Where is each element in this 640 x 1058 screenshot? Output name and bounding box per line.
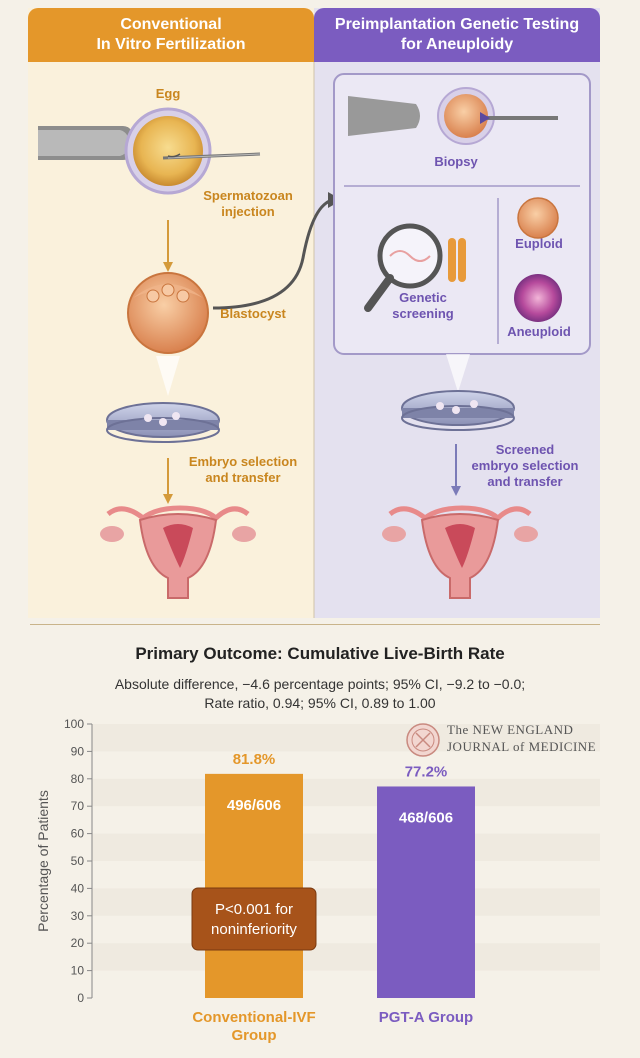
aneuploid-embryo — [514, 274, 562, 322]
journal-logo: The NEW ENGLAND JOURNAL of MEDICINE — [405, 720, 635, 760]
bar-value-label: 81.8% — [233, 751, 276, 768]
y-tick-label: 60 — [71, 827, 85, 841]
x-category-label: Group — [232, 1027, 277, 1044]
journal-seal-icon — [406, 723, 440, 757]
chart-band — [92, 888, 600, 916]
bar-chart: 0 10 20 30 40 50 60 70 80 90 100 Percentage of Pati… — [35, 717, 600, 1044]
y-tick-label: 100 — [64, 717, 84, 731]
y-tick-label: 80 — [71, 772, 85, 786]
right-panel-title: Preimplantation Genetic Testing for Aneu… — [334, 16, 580, 53]
y-tick-label: 50 — [71, 854, 85, 868]
x-category-label: PGT-A Group — [379, 1009, 473, 1026]
y-tick-label: 0 — [77, 991, 84, 1005]
left-panel-title: Conventional In Vitro Fertilization — [96, 16, 246, 53]
x-category-label: Conventional-IVF — [192, 1009, 315, 1026]
petri-dish-right — [401, 390, 515, 431]
y-axis-label: Percentage of Patients — [35, 790, 51, 932]
y-tick-label: 20 — [71, 936, 85, 950]
journal-name-line1: The NEW ENGLAND — [447, 722, 574, 737]
uterus-left — [100, 505, 256, 599]
chart-subtitle-line2: Rate ratio, 0.94; 95% CI, 0.89 to 1.00 — [204, 695, 436, 711]
journal-name-line2: JOURNAL of MEDICINE — [447, 739, 597, 754]
p-value-box — [191, 887, 317, 951]
chart-band — [92, 724, 600, 752]
ivf-comparison-diagram: Conventional In Vitro Fertilization Prei… — [28, 8, 600, 618]
magnifier-icon — [364, 223, 466, 312]
chart-band — [92, 943, 600, 971]
y-tick-label: 70 — [71, 799, 85, 813]
label-spermatozoan: Spermatozoan injection — [203, 188, 293, 219]
bar-count-label: 468/606 — [399, 809, 453, 826]
section-divider — [30, 624, 600, 625]
diagram-artwork — [28, 8, 600, 618]
bar-value-label: 77.2% — [405, 763, 448, 780]
chart-band — [92, 778, 600, 807]
label-aneuploid: Aneuploid — [507, 324, 571, 339]
label-genetic-screening: Genetic screening — [392, 290, 454, 321]
blastocyst-illustration — [127, 272, 209, 354]
y-tick-label: 30 — [71, 909, 85, 923]
label-biopsy: Biopsy — [434, 154, 478, 169]
p-value-text: noninferiority — [211, 921, 297, 938]
p-value-text: P<0.001 for — [215, 901, 293, 918]
bar-conventional-ivf — [205, 773, 303, 998]
biopsy-illustration — [348, 87, 558, 145]
y-tick-label: 90 — [71, 744, 85, 758]
uterus-right — [382, 505, 538, 599]
chart-title: Primary Outcome: Cumulative Live-Birth R… — [135, 644, 505, 663]
label-embryo-selection: Embryo selection and transfer — [188, 454, 298, 485]
label-euploid: Euploid — [515, 236, 563, 251]
chart-band — [92, 833, 600, 861]
bar-pgta — [377, 786, 475, 998]
label-screened-selection: Screened embryo selection and transfer — [471, 442, 579, 489]
egg-illustration — [38, 107, 261, 195]
petri-dish-left — [106, 402, 220, 443]
label-blastocyst: Blastocyst — [220, 306, 286, 321]
chart-subtitle-line1: Absolute difference, −4.6 percentage poi… — [114, 676, 526, 692]
euploid-embryo — [517, 197, 559, 239]
y-tick-label: 40 — [71, 881, 85, 895]
y-tick-label: 10 — [71, 964, 85, 978]
label-egg: Egg — [155, 86, 181, 101]
transition-arrow — [212, 198, 334, 310]
bar-count-label: 496/606 — [227, 797, 281, 814]
